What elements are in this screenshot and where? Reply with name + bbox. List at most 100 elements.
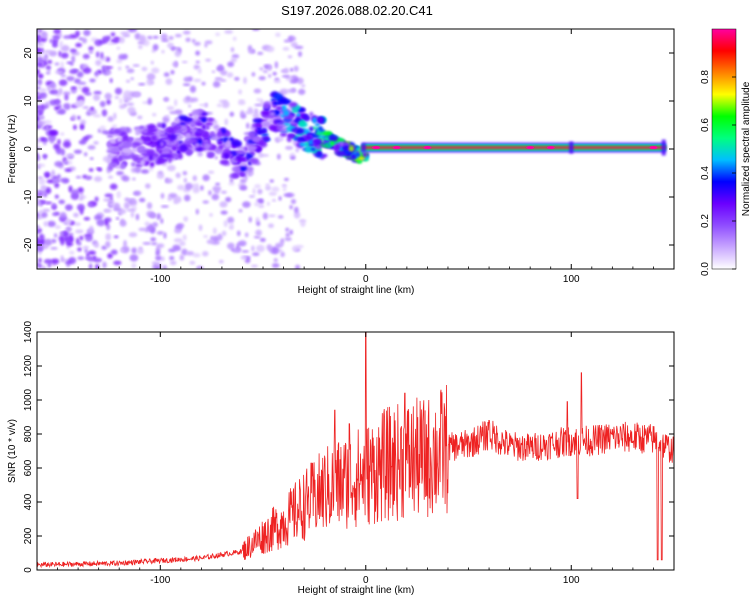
spectrogram-noise-blob [82,67,92,74]
spectrogram-noise-blob [167,196,172,201]
snr-y-tick-label: 600 [23,459,34,476]
spectrogram-noise-blob [127,106,136,115]
spectrogram-noise-blob [163,232,167,239]
spectrogram-noise-blob [75,30,80,37]
spectrogram-signal-blob [184,132,192,139]
spectrogram-noise-blob [43,49,52,54]
spectrogram-noise-blob [216,103,223,108]
spectrogram-noise-blob [68,185,73,193]
spectrogram-noise-blob [151,67,160,74]
spectrogram-band-peak [546,146,555,150]
spectrogram-signal-blob [239,162,248,168]
spectrogram-noise-blob [272,71,277,76]
snr-y-tick-label: 800 [23,425,34,442]
spectrogram-noise-blob [182,83,191,87]
spectrogram-noise-blob [60,44,70,52]
spectrogram-signal-blob [218,144,224,150]
spectrogram-noise-blob [195,60,200,64]
spectrogram-noise-blob [77,115,81,120]
spectrogram-noise-blob [287,88,297,93]
spectrogram-noise-blob [56,110,66,115]
spectrogram-noise-blob [272,199,276,202]
spectrogram-signal-blob [259,140,265,146]
spectrogram-noise-blob [182,30,191,35]
spectrogram-noise-blob [51,238,57,244]
spectrogram-noise-blob [107,253,113,259]
spectrogram-noise-blob [52,179,58,185]
spectrogram-noise-blob [191,183,198,189]
spectrogram-noise-blob [78,241,82,246]
spectrogram-signal-blob [328,135,339,142]
spectrogram-noise-blob [293,65,299,72]
spectrogram-noise-blob [131,247,137,254]
spectrogram-noise-blob [105,233,112,241]
spectrogram-noise-blob [58,87,63,95]
spectrogram-noise-blob [285,227,290,232]
spectrogram-signal-blob [239,166,247,171]
spectrogram-noise-blob [115,217,119,220]
spectrogram-noise-blob [118,36,125,44]
spectrogram-signal-blob [156,122,163,129]
spectrogram-signal-blob [261,132,269,137]
spectrogram-noise-blob [63,103,68,108]
spectrogram-noise-blob [43,258,53,264]
spectrogram-noise-blob [229,178,234,183]
spectrogram-y-axis-label: Frequency (Hz) [7,115,18,184]
spectrogram-noise-blob [267,223,274,229]
spectrogram-noise-blob [95,263,100,269]
spectrogram-noise-blob [206,239,214,245]
spectrogram-noise-blob [186,251,195,256]
spectrogram-noise-blob [123,239,127,248]
spectrogram-signal-blob [336,138,345,143]
spectrogram-noise-blob [54,161,64,167]
spectrogram-noise-blob [93,242,100,248]
spectrogram-noise-blob [118,54,126,60]
spectrogram-signal-blob [206,151,216,158]
spectrogram-signal-blob [318,116,323,124]
spectrogram-noise-blob [273,258,278,263]
spectrogram-flare [361,143,366,152]
spectrogram-noise-blob [113,202,121,210]
spectrogram-noise-blob [116,59,123,64]
spectrogram-noise-blob [132,191,140,196]
spectrogram-noise-blob [218,259,224,264]
spectrogram-y-tick-label: 10 [23,95,34,107]
spectrogram-signal-blob [231,166,240,173]
spectrogram-noise-blob [260,154,270,157]
spectrogram-noise-blob [199,185,204,191]
spectrogram-noise-blob [257,188,263,195]
spectrogram-x-axis-label: Height of straight line (km) [298,285,415,296]
spectrogram-noise-blob [37,111,40,116]
spectrogram-noise-blob [37,216,43,220]
spectrogram-noise-blob [45,71,51,75]
spectrogram-signal-blob [132,155,140,162]
spectrogram-signal-blob [248,131,257,139]
spectrogram-signal-blob [280,104,287,112]
spectrogram-noise-blob [53,29,61,35]
colorbar-tick-label: 0.8 [700,70,711,84]
spectrogram-noise-blob [42,208,51,212]
spectrogram-noise-blob [37,95,42,101]
spectrogram-noise-blob [190,97,199,103]
spectrogram-noise-blob [113,260,122,266]
spectrogram-noise-blob [221,230,227,237]
spectrogram-noise-blob [47,85,52,92]
spectrogram-noise-blob [135,213,140,221]
spectrogram-noise-blob [202,174,210,182]
spectrogram-noise-blob [160,218,164,224]
spectrogram-noise-blob [278,136,285,141]
spectrogram-noise-blob [289,67,294,72]
spectrogram-noise-blob [224,30,234,34]
spectrogram-noise-blob [88,225,94,234]
spectrogram-noise-blob [53,143,61,150]
spectrogram-noise-blob [131,262,137,269]
spectrogram-signal-blob [156,158,166,165]
spectrogram-signal-blob [263,136,270,142]
spectrogram-noise-blob [37,200,42,206]
spectrogram-noise-blob [279,88,289,95]
spectrogram-noise-blob [88,168,94,172]
spectrogram-noise-blob [37,163,46,167]
spectrogram-noise-blob [133,92,140,97]
spectrogram-noise-blob [104,66,114,69]
